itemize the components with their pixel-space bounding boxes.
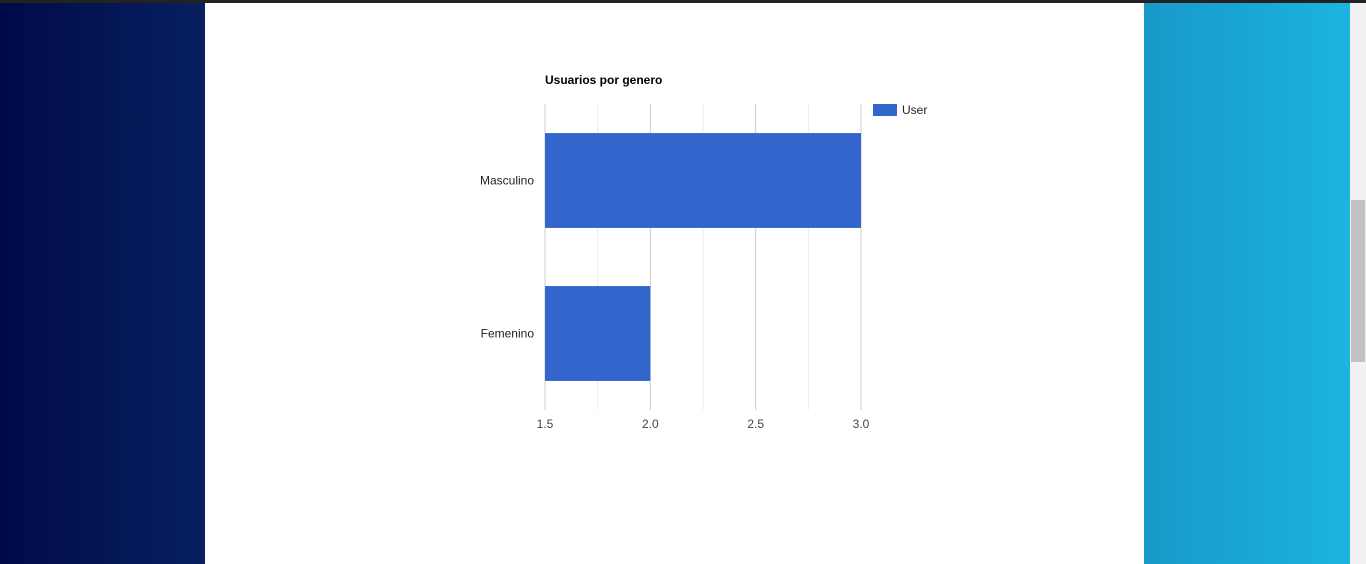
left-gradient-panel	[0, 3, 205, 564]
category-labels: Masculino Femenino	[480, 174, 534, 341]
content-panel	[205, 3, 1144, 564]
x-tick-label: 2.0	[642, 417, 659, 431]
x-tick-label: 3.0	[853, 417, 870, 431]
chart-title: Usuarios por genero	[545, 73, 662, 87]
x-tick-label: 1.5	[537, 417, 554, 431]
x-tick-labels: 1.5 2.0 2.5 3.0	[537, 417, 870, 431]
scrollbar-thumb[interactable]	[1351, 200, 1365, 362]
category-label: Femenino	[481, 327, 535, 341]
x-tick-label: 2.5	[747, 417, 764, 431]
legend[interactable]: User	[873, 103, 927, 117]
category-label: Masculino	[480, 174, 534, 188]
bars	[545, 133, 861, 381]
legend-swatch	[873, 104, 897, 116]
legend-label-user: User	[902, 103, 927, 117]
browser-top-strip	[0, 0, 1366, 3]
bar-masculino[interactable]	[545, 133, 861, 228]
bar-femenino[interactable]	[545, 286, 651, 381]
right-gradient-panel	[1144, 3, 1350, 564]
